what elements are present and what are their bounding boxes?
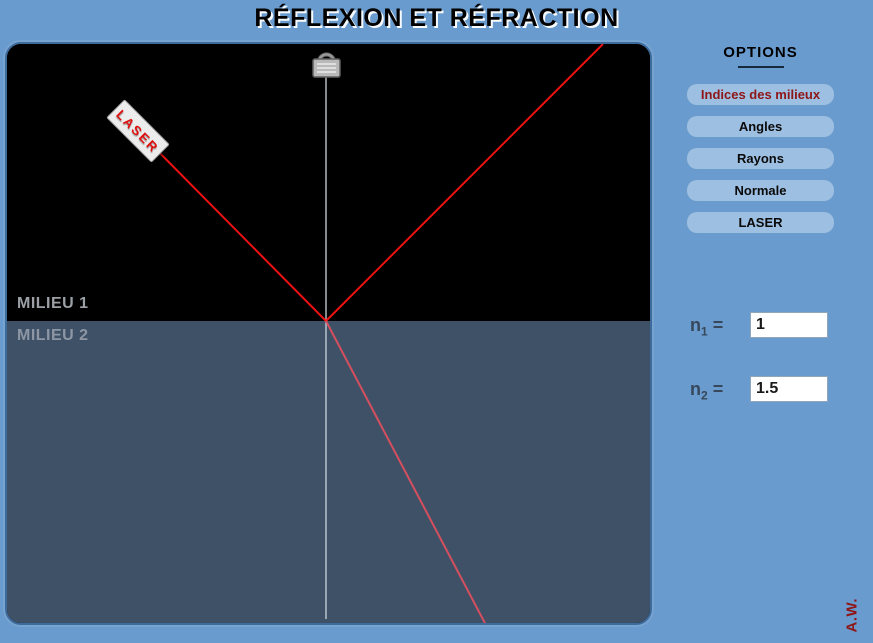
medium-2-label: MILIEU 2 bbox=[17, 327, 89, 344]
n2-input[interactable] bbox=[750, 376, 828, 402]
button-rayons[interactable]: Rayons bbox=[687, 148, 834, 169]
n2-row: n2 = bbox=[690, 376, 860, 403]
medium-1-label: MILIEU 1 bbox=[17, 295, 89, 312]
author-signature: A.W. bbox=[843, 598, 861, 633]
rays-layer bbox=[137, 44, 604, 623]
options-underline bbox=[737, 66, 784, 68]
options-panel: OPTIONS Indices des milieux Angles Rayon… bbox=[687, 44, 834, 244]
medium-2-region bbox=[7, 321, 650, 623]
refracted-ray bbox=[325, 320, 487, 623]
n2-label: n2 = bbox=[690, 379, 724, 403]
options-heading: OPTIONS bbox=[723, 44, 798, 61]
padlock-icon[interactable] bbox=[312, 52, 341, 78]
incident-ray bbox=[137, 130, 327, 322]
button-laser[interactable]: LASER bbox=[687, 212, 834, 233]
page-title: RÉFLEXION ET RÉFRACTION bbox=[254, 4, 619, 32]
button-indices-des-milieux[interactable]: Indices des milieux bbox=[687, 84, 834, 105]
n1-row: n1 = bbox=[690, 312, 860, 339]
n1-label: n1 = bbox=[690, 315, 724, 339]
button-normale[interactable]: Normale bbox=[687, 180, 834, 201]
reflected-ray bbox=[325, 44, 604, 322]
simulation-canvas: LASER MILIEU 1 MILIEU 2 bbox=[5, 42, 652, 625]
medium-1-region bbox=[7, 44, 650, 321]
n1-input[interactable] bbox=[750, 312, 828, 338]
button-angles[interactable]: Angles bbox=[687, 116, 834, 137]
